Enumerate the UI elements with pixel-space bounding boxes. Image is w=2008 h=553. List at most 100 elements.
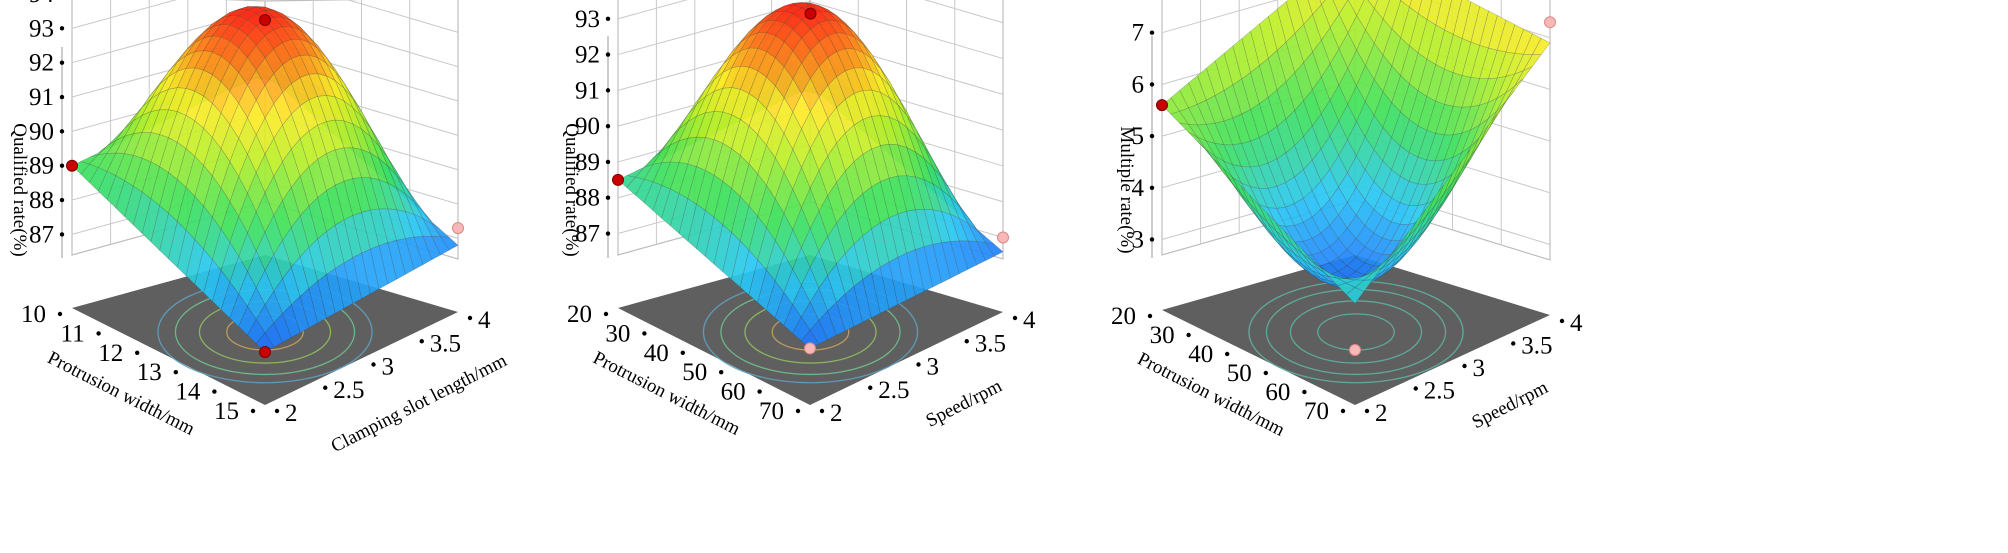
x-tick-label: 3.5: [975, 330, 1006, 357]
surface-patch: [325, 75, 345, 102]
x-tick-label: 3: [1473, 355, 1486, 382]
surface-patch: [1294, 23, 1313, 64]
surface-patch: [1232, 38, 1251, 80]
surface-patch: [1435, 68, 1454, 105]
surface-patch: [801, 187, 820, 230]
y-tick-mark: [795, 408, 801, 414]
surface-patch: [1258, 204, 1277, 232]
surface-patch: [713, 87, 733, 113]
surface-patch: [1312, 4, 1331, 41]
surface-patch: [801, 147, 820, 189]
surface-patch: [853, 193, 872, 237]
surface-patch: [212, 55, 231, 83]
surface-patch: [1373, 160, 1392, 192]
x-axis-label: Speed/rpm: [923, 375, 1006, 431]
surface-patch: [1400, 45, 1419, 85]
chart-panel-2: 8788899091929394Qualified rate(%)2030405…: [561, 0, 1036, 440]
surface-patch: [238, 305, 257, 336]
surface-patch: [176, 114, 196, 150]
surface-patch: [115, 180, 134, 218]
surface-patch: [325, 95, 345, 122]
surface-patch: [827, 142, 846, 184]
surface-patch: [220, 24, 240, 42]
surface-patch: [740, 47, 759, 68]
surface-patch: [836, 98, 855, 134]
x-tick-label: 3.5: [1521, 333, 1552, 360]
surface-patch: [1443, 173, 1462, 203]
surface-patch: [1320, 224, 1339, 248]
x-tick-label: 4: [1023, 307, 1036, 334]
y-tick-mark: [1302, 389, 1307, 395]
surface-patch: [1426, 64, 1445, 102]
surface-patch: [1435, 0, 1453, 31]
x-tick-mark: [1511, 341, 1516, 346]
surface-patch: [1364, 232, 1383, 253]
surface-patch: [722, 148, 741, 189]
surface-patch: [818, 35, 838, 58]
surface-patch: [809, 287, 828, 321]
surface-patch: [731, 154, 750, 198]
surface-patch: [1381, 244, 1400, 265]
surface-patch: [748, 99, 767, 136]
surface-patch: [1329, 154, 1348, 188]
surface-patch: [326, 62, 345, 89]
surface-patch: [1231, 176, 1251, 204]
surface-patch: [387, 165, 407, 195]
surface-patch: [862, 272, 881, 319]
surface-patch: [791, 2, 812, 9]
surface-patch: [687, 203, 706, 250]
surface-patch: [661, 140, 680, 164]
y-tick-label: 30: [1150, 322, 1175, 349]
surface-patch: [1311, 113, 1331, 150]
surface-patch: [897, 252, 916, 301]
surface-patch: [1373, 54, 1393, 93]
z-tick-mark: [59, 94, 65, 100]
z-tick-mark: [605, 195, 611, 200]
surface-patch: [967, 240, 986, 266]
x-tick-mark: [371, 362, 376, 367]
surface-patch: [1223, 117, 1242, 146]
surface-patch: [800, 301, 820, 331]
surface-patch: [211, 36, 231, 57]
surface-patch: [1399, 220, 1418, 247]
surface-patch: [115, 120, 134, 141]
surface-patch: [124, 106, 143, 129]
surface-patch: [652, 161, 671, 186]
y-tick-mark: [1147, 313, 1153, 319]
surface-patch: [731, 65, 750, 90]
design-point: [66, 159, 78, 172]
x-tick-mark: [467, 315, 473, 321]
surface-patch: [757, 32, 776, 52]
surface-patch: [194, 69, 213, 97]
surface-patch: [238, 9, 257, 20]
surface-patch: [1345, 287, 1365, 304]
surface-patch: [1382, 28, 1402, 67]
surface-patch: [1294, 62, 1313, 102]
surface-patch: [766, 35, 785, 59]
y-tick-mark: [1186, 332, 1191, 338]
surface-patch: [792, 19, 811, 39]
surface-patch: [1250, 137, 1269, 167]
surface-patch: [1205, 95, 1225, 124]
z-tick-label: 90: [575, 113, 600, 140]
surface-patch: [194, 50, 213, 71]
x-tick-label: 2.5: [1424, 378, 1455, 405]
y-tick-label: 70: [759, 398, 784, 425]
z-tick-mark: [605, 88, 611, 93]
z-axis-label: Qualified rate(%): [561, 123, 582, 256]
surface-patch: [1400, 0, 1412, 8]
surface-patch: [1223, 172, 1242, 197]
surface-patch: [792, 316, 811, 342]
surface-patch: [871, 266, 890, 314]
surface-patch: [1356, 136, 1375, 171]
design-point: [804, 7, 817, 20]
z-tick-mark: [1149, 82, 1155, 87]
surface-patch: [326, 119, 345, 151]
surface-patch: [775, 22, 794, 43]
z-tick-mark: [59, 26, 65, 31]
surface-patch: [194, 248, 213, 294]
surface-patch: [827, 106, 846, 144]
y-tick-label: 40: [644, 340, 669, 367]
surface-patch: [1356, 100, 1375, 138]
